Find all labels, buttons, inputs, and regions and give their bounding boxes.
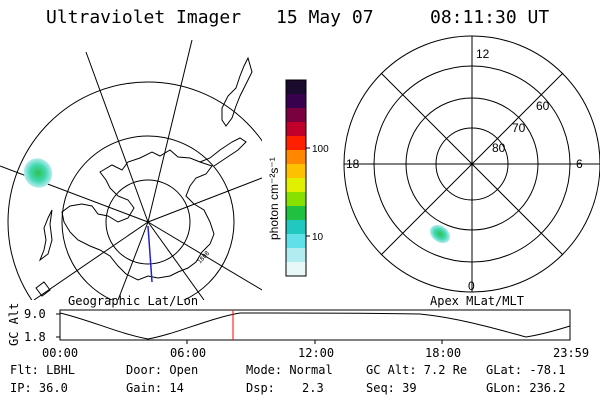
gc-alt-info: GC Alt: 7.2 Re	[366, 363, 468, 377]
left-map-caption: Geographic Lat/Lon	[68, 294, 198, 308]
colorbar: 100 10 photon cm⁻²s⁻¹	[267, 79, 329, 277]
door-info: Door: Open	[126, 363, 199, 377]
mlat-label-70: 70	[512, 121, 526, 135]
colorbar-unit-label: photon cm⁻²s⁻¹	[267, 157, 281, 240]
mlt-diagonal	[380, 72, 564, 256]
mlt-label-6: 6	[576, 157, 583, 171]
lat-circle	[7, 81, 262, 300]
dsp-label: Dsp:	[246, 381, 275, 395]
app-title: Ultraviolet Imager	[46, 7, 242, 28]
aurora-emission-right	[429, 224, 451, 244]
colorbar-segment	[286, 262, 306, 277]
time-tick: 00:00	[42, 346, 78, 360]
colorbar-segment	[286, 80, 306, 95]
colorbar-segment	[286, 122, 306, 137]
right-map-caption: Apex MLat/MLT	[430, 294, 524, 308]
oceania-coastline	[38, 209, 53, 262]
time-tick: 06:00	[170, 346, 206, 360]
geographic-map	[0, 40, 262, 300]
altitude-panel	[56, 309, 571, 344]
antarctica-coastline	[61, 149, 215, 281]
colorbar-segment	[286, 94, 306, 109]
filter-info: Flt: LBHL	[10, 363, 76, 377]
time-tick: 18:00	[425, 346, 461, 360]
colorbar-segment	[286, 192, 306, 207]
south-america-coastline	[221, 56, 253, 127]
colorbar-segment	[286, 234, 306, 249]
dsp-value: 2.3	[302, 381, 324, 395]
altitude-curve	[59, 312, 571, 340]
satellite-track	[147, 225, 153, 283]
colorbar-segment	[286, 220, 306, 235]
altitude-axis-label: GC Alt	[7, 303, 21, 346]
colorbar-segment	[286, 164, 306, 179]
time-tick: 12:00	[298, 346, 334, 360]
alt-tick-low: 1.8	[24, 330, 46, 344]
mlat-label-60: 60	[536, 99, 550, 113]
colorbar-tick-high: 100	[312, 144, 329, 155]
mlt-label-12: 12	[476, 47, 490, 61]
time-tick: 23:59	[553, 346, 589, 360]
lat-circle	[105, 179, 191, 265]
lat-circle	[61, 135, 235, 300]
gain-info: Gain: 14	[126, 381, 184, 395]
seq-info: Seq: 39	[366, 381, 417, 395]
glon-info: GLon: 236.2	[486, 381, 566, 395]
time-label: 08:11:30 UT	[430, 7, 550, 28]
mode-info: Mode: Normal	[246, 363, 333, 377]
alt-tick-high: 9.0	[24, 307, 46, 321]
island-coastline	[35, 281, 51, 297]
glat-info: GLat: -78.1	[486, 363, 566, 377]
colorbar-segment	[286, 248, 306, 263]
colorbar-segment	[286, 150, 306, 165]
apex-map	[343, 35, 600, 293]
mlat-label-80: 80	[492, 141, 506, 155]
colorbar-segment	[286, 206, 306, 221]
colorbar-segment	[286, 136, 306, 151]
mlt-label-0: 0	[468, 279, 475, 293]
mlt-label-18: 18	[346, 157, 360, 171]
colorbar-segment	[286, 108, 306, 123]
colorbar-tick-low: 10	[312, 232, 324, 243]
peninsula-coastline	[199, 137, 247, 167]
date-label: 15 May 07	[276, 7, 374, 28]
colorbar-segment	[286, 178, 306, 193]
aurora-emission-left	[23, 158, 53, 188]
meridian-lines	[0, 40, 262, 300]
ip-info: IP: 36.0	[10, 381, 68, 395]
